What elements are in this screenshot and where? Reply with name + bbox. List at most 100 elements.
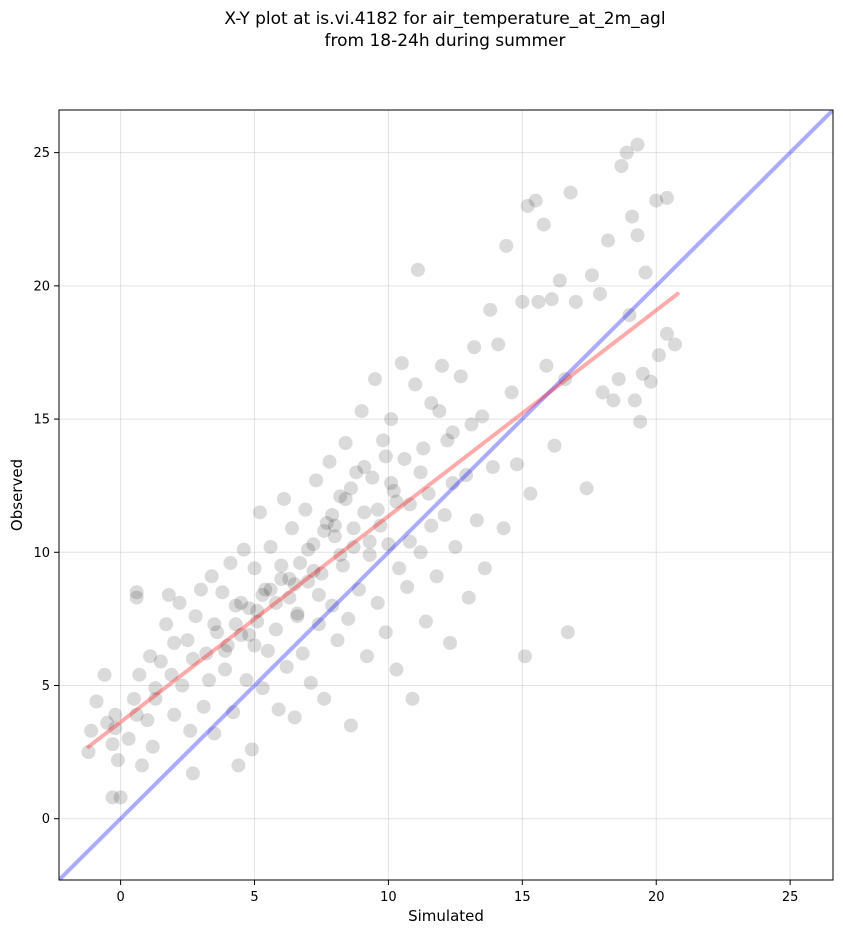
data-point bbox=[317, 523, 332, 538]
data-point bbox=[429, 569, 444, 584]
data-point bbox=[568, 294, 583, 309]
data-point bbox=[630, 228, 645, 243]
data-point bbox=[351, 582, 366, 597]
data-point bbox=[153, 654, 168, 669]
data-point bbox=[622, 308, 637, 323]
data-point bbox=[357, 460, 372, 475]
data-point bbox=[274, 571, 289, 586]
axis-ticks: 0 5 10 15 20 25 0 5 10 15 20 25 bbox=[33, 146, 798, 905]
data-point bbox=[579, 481, 594, 496]
data-point bbox=[376, 433, 391, 448]
data-point bbox=[335, 558, 350, 573]
x-tick-label: 0 bbox=[116, 890, 124, 905]
data-points bbox=[81, 137, 682, 805]
data-point bbox=[558, 372, 573, 387]
data-point bbox=[218, 662, 233, 677]
data-point bbox=[234, 595, 249, 610]
data-point bbox=[483, 302, 498, 317]
data-point bbox=[295, 646, 310, 661]
data-point bbox=[301, 574, 316, 589]
data-point bbox=[536, 217, 551, 232]
data-point bbox=[651, 348, 666, 363]
data-point bbox=[667, 337, 682, 352]
data-point bbox=[627, 393, 642, 408]
data-point bbox=[410, 262, 425, 277]
data-point bbox=[309, 473, 324, 488]
data-point bbox=[188, 609, 203, 624]
data-point bbox=[333, 547, 348, 562]
data-point bbox=[148, 681, 163, 696]
data-point bbox=[285, 521, 300, 536]
data-point bbox=[373, 518, 388, 533]
data-point bbox=[402, 534, 417, 549]
data-point bbox=[370, 502, 385, 517]
data-point bbox=[207, 617, 222, 632]
data-point bbox=[274, 558, 289, 573]
data-point bbox=[491, 337, 506, 352]
data-point bbox=[301, 542, 316, 557]
data-point bbox=[164, 667, 179, 682]
data-point bbox=[341, 611, 356, 626]
data-point bbox=[416, 441, 431, 456]
data-point bbox=[159, 617, 174, 632]
data-point bbox=[84, 723, 99, 738]
data-point bbox=[282, 590, 297, 605]
data-point bbox=[201, 673, 216, 688]
data-point bbox=[105, 790, 120, 805]
data-point bbox=[338, 436, 353, 451]
data-point bbox=[440, 433, 455, 448]
data-point bbox=[400, 579, 415, 594]
data-point bbox=[384, 476, 399, 491]
data-point bbox=[365, 470, 380, 485]
data-point bbox=[215, 585, 230, 600]
data-point bbox=[595, 385, 610, 400]
data-point bbox=[319, 515, 334, 530]
data-point bbox=[218, 643, 233, 658]
data-point bbox=[260, 643, 275, 658]
data-point bbox=[167, 635, 182, 650]
data-point bbox=[659, 326, 674, 341]
data-point bbox=[255, 681, 270, 696]
data-point bbox=[424, 518, 439, 533]
data-point bbox=[108, 707, 123, 722]
data-point bbox=[317, 691, 332, 706]
data-point bbox=[453, 369, 468, 384]
y-tick-label: 5 bbox=[42, 679, 50, 694]
data-point bbox=[126, 691, 141, 706]
data-point bbox=[485, 460, 500, 475]
data-point bbox=[258, 582, 273, 597]
data-point bbox=[343, 718, 358, 733]
data-point bbox=[496, 521, 511, 536]
data-point bbox=[333, 489, 348, 504]
y-tick-label: 25 bbox=[33, 146, 50, 161]
data-point bbox=[293, 555, 308, 570]
y-tick-label: 10 bbox=[33, 546, 50, 561]
data-point bbox=[370, 595, 385, 610]
data-point bbox=[386, 484, 401, 499]
data-point bbox=[601, 233, 616, 248]
data-point bbox=[343, 481, 358, 496]
data-point bbox=[362, 534, 377, 549]
data-point bbox=[271, 702, 286, 717]
data-point bbox=[638, 265, 653, 280]
data-point bbox=[276, 491, 291, 506]
data-point bbox=[539, 358, 554, 373]
data-point bbox=[121, 731, 136, 746]
data-point bbox=[635, 366, 650, 381]
data-point bbox=[611, 372, 626, 387]
data-point bbox=[389, 494, 404, 509]
data-point bbox=[108, 721, 123, 736]
data-point bbox=[135, 758, 150, 773]
data-point bbox=[250, 603, 265, 618]
data-point bbox=[475, 409, 490, 424]
data-point bbox=[314, 566, 329, 581]
data-point bbox=[378, 625, 393, 640]
data-point bbox=[306, 537, 321, 552]
data-point bbox=[584, 268, 599, 283]
data-point bbox=[129, 707, 144, 722]
data-point bbox=[234, 627, 249, 642]
data-point bbox=[327, 518, 342, 533]
data-point bbox=[434, 358, 449, 373]
y-tick-label: 20 bbox=[33, 279, 50, 294]
